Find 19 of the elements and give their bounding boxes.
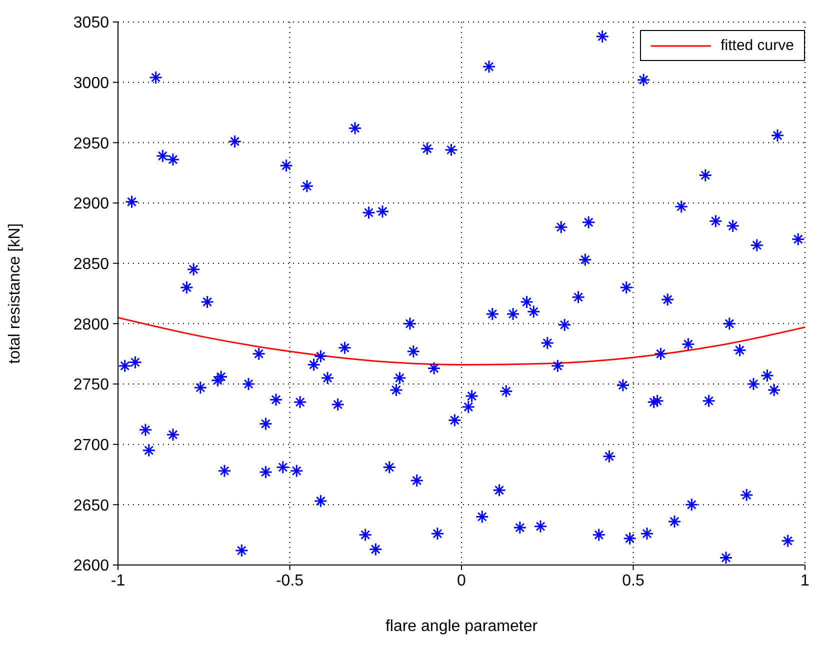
y-tick-label: 3050 (73, 14, 110, 32)
y-tick-label: 2900 (73, 196, 110, 213)
x-axis-title: flare angle parameter (385, 618, 538, 635)
y-tick-label: 2700 (73, 437, 110, 454)
y-tick-label: 2650 (73, 497, 110, 514)
y-tick-label: 2950 (73, 135, 110, 152)
x-tick-label: 0 (457, 572, 466, 590)
x-tick-label: 0.5 (622, 572, 644, 590)
x-tick-label: 1 (800, 572, 810, 590)
legend-label: fitted curve (720, 37, 794, 54)
x-tick-label: -1 (110, 572, 126, 590)
y-tick-label: 3000 (73, 75, 110, 92)
y-tick-label: 2800 (73, 316, 110, 334)
x-tick-label: -0.5 (276, 572, 304, 590)
y-tick-label: 2600 (73, 558, 110, 575)
y-tick-label: 2750 (73, 376, 110, 394)
y-axis-title: total resistance [kN] (6, 223, 24, 364)
line-series (118, 316, 805, 366)
y-tick-label: 2850 (73, 256, 110, 274)
